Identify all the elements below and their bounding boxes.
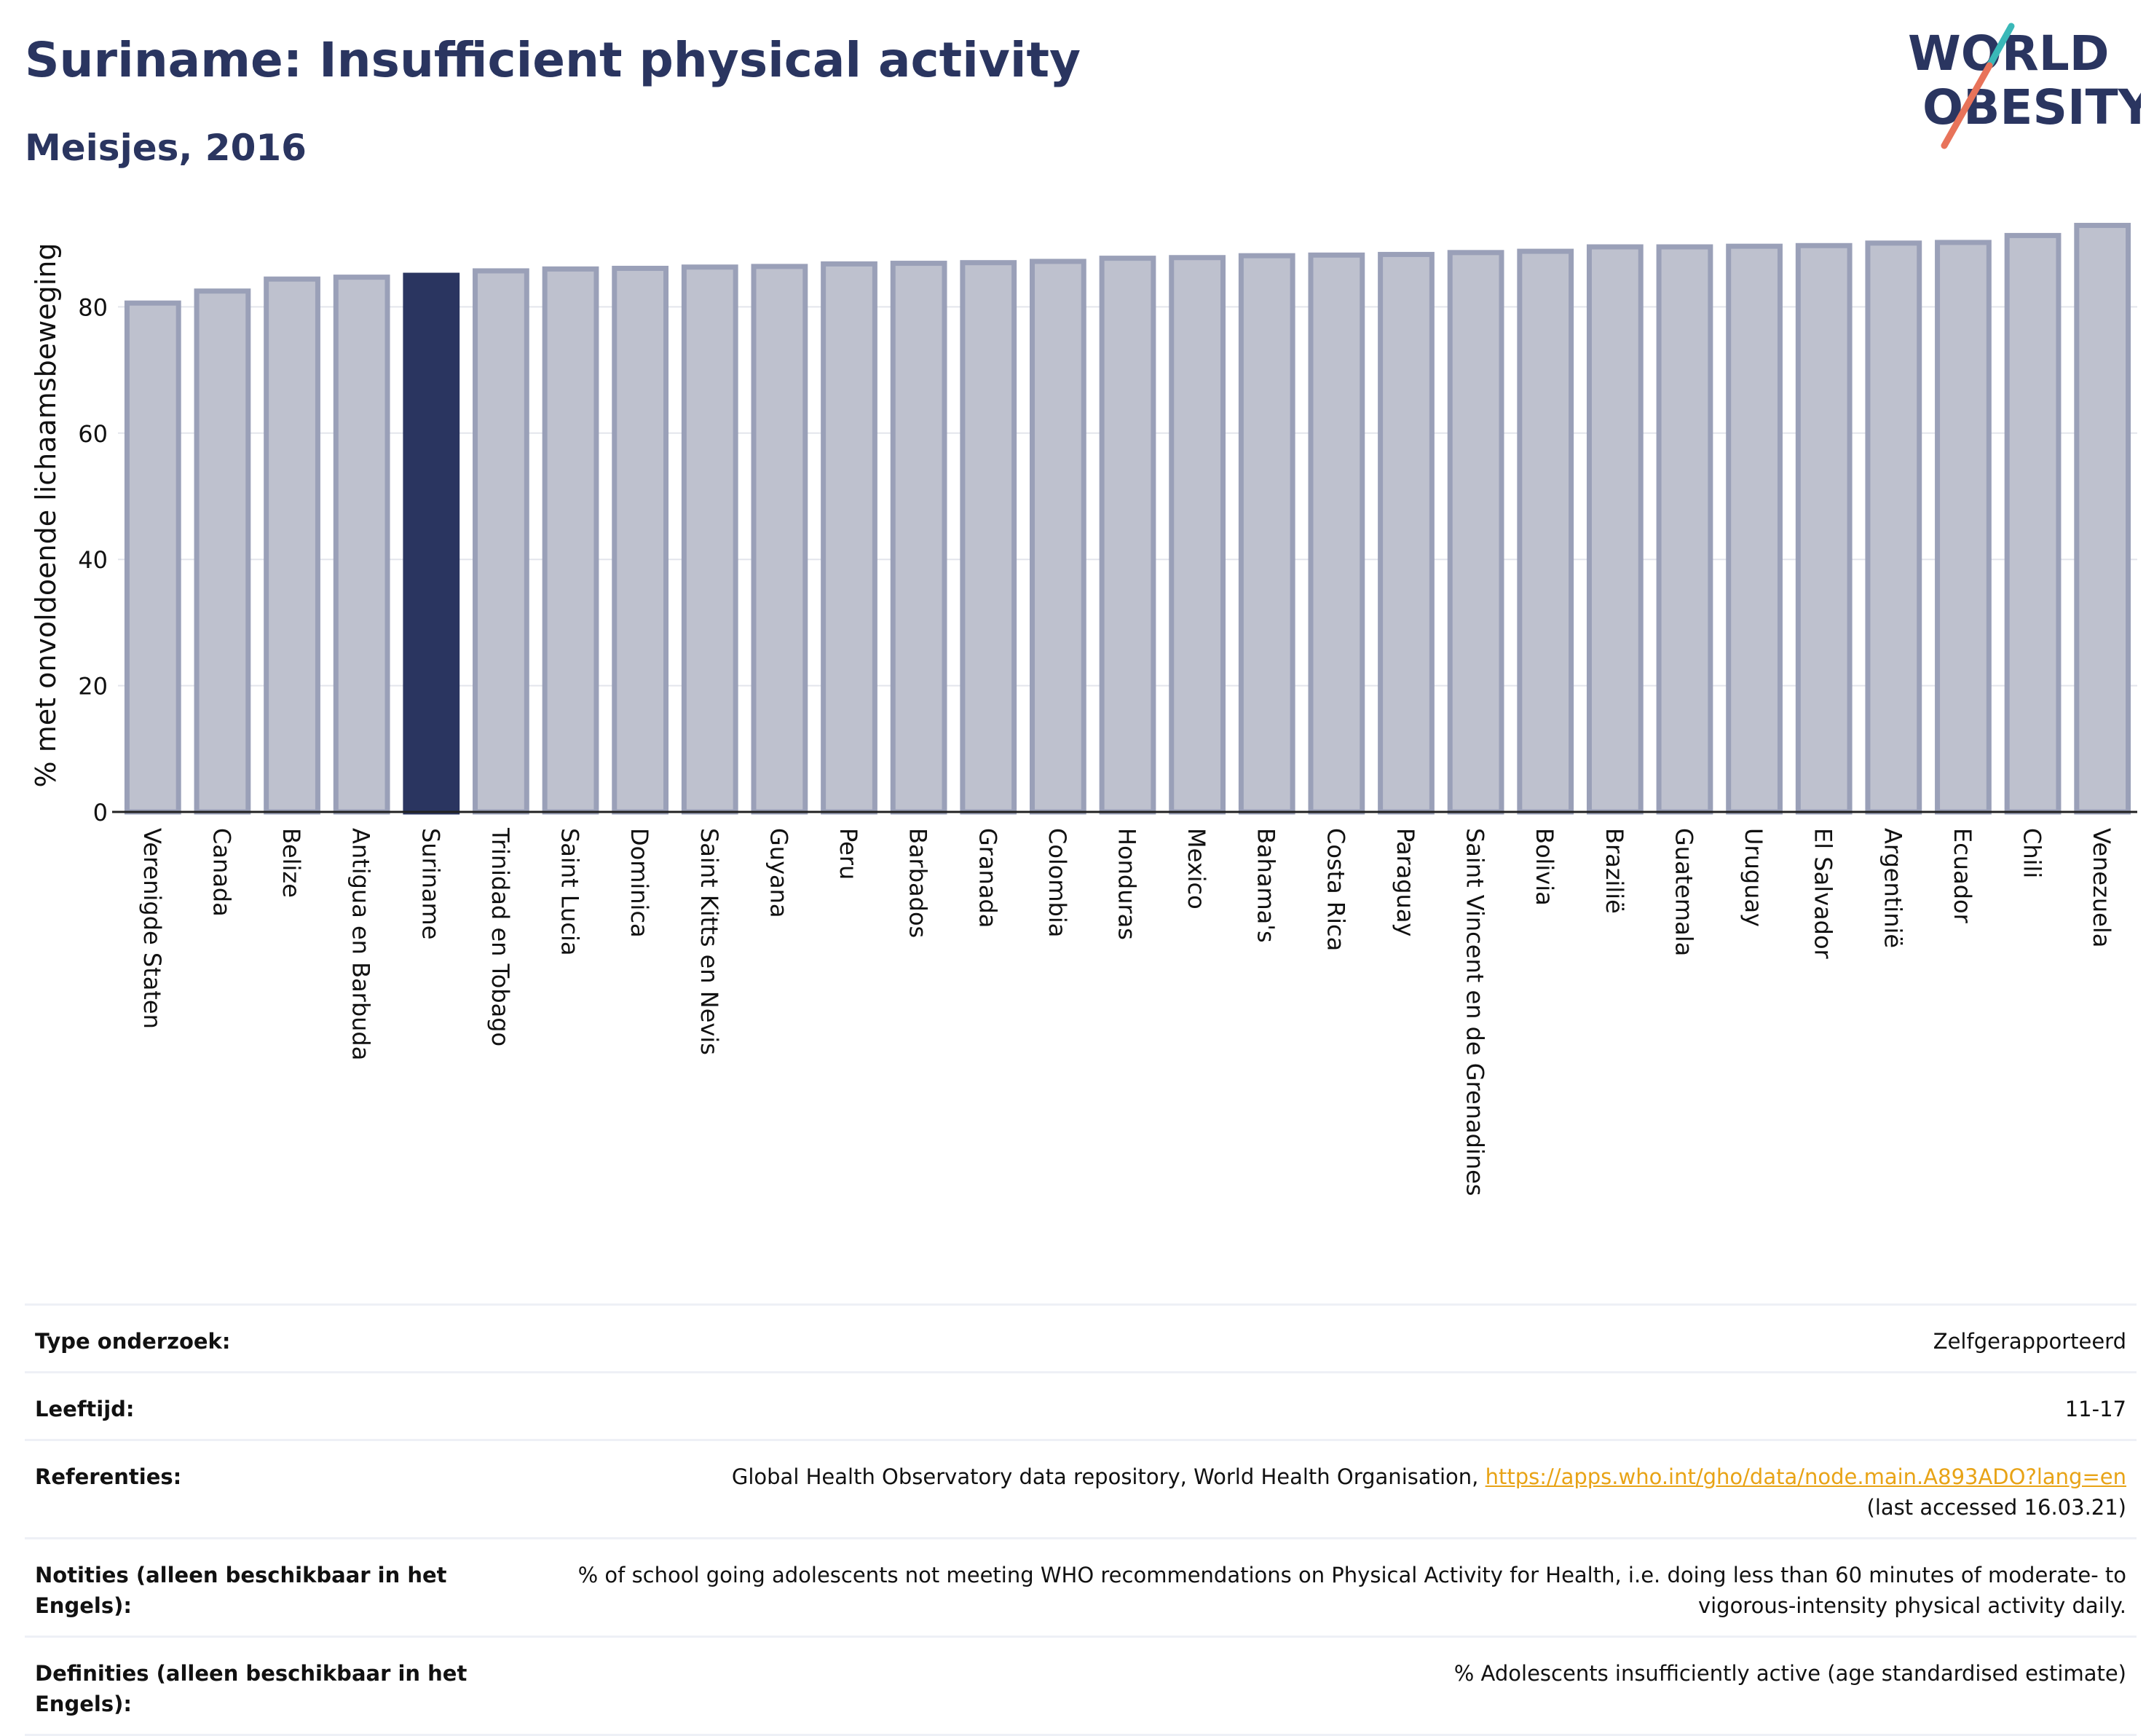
info-label: Leeftijd:: [35, 1397, 135, 1421]
bar-bolivia: [1517, 248, 1574, 815]
bar-brazili-: [1586, 244, 1644, 815]
info-value: % Adolescents insufficiently active (age…: [1453, 1661, 2126, 1686]
bar-el-salvador: [1795, 242, 1853, 815]
info-value: 11-17: [2064, 1397, 2126, 1421]
world-obesity-logo: WORLD OBESITY: [1908, 23, 2141, 149]
info-row-age: Leeftijd: 11-17: [25, 1371, 2137, 1439]
bar-belize: [264, 276, 320, 815]
chart-subtitle: Meisjes, 2016: [25, 127, 307, 169]
bar-dominica: [612, 265, 669, 815]
bar-guyana: [751, 264, 808, 815]
bar-venezuela: [2074, 223, 2131, 815]
info-row-survey-type: Type onderzoek: Zelfgerapporteerd: [25, 1303, 2137, 1371]
bar-ecuador: [1935, 240, 1992, 815]
x-tick-label: Ecuador: [1949, 828, 1976, 924]
bar-colombia: [1029, 259, 1086, 815]
bar-peru: [821, 261, 877, 815]
x-tick-label: Guyana: [765, 828, 792, 918]
bar-chart: 0 20 40 60 80 Verenigde Staten Canada Belize An…: [30, 223, 2137, 1196]
x-tick-label: Saint Vincent en de Grenadines: [1461, 828, 1489, 1196]
x-tick-label: Honduras: [1113, 828, 1141, 940]
bar-argentini-: [1865, 240, 1922, 815]
x-tick-label: Barbados: [904, 828, 932, 938]
logo-slash-teal: [1986, 23, 2015, 69]
chart-title: Suriname: Insufficient physical activity: [25, 32, 1081, 88]
x-tick-label: Colombia: [1044, 828, 1071, 937]
x-tick-label: Guatemala: [1670, 828, 1697, 956]
logo-slash-coral: [1941, 62, 1993, 149]
y-tick-label: 20: [78, 673, 108, 701]
bar-paraguay: [1378, 251, 1435, 815]
info-value: Global Health Observatory data repositor…: [508, 1461, 2126, 1523]
x-tick-label: Venezuela: [2088, 828, 2115, 947]
info-label: Definities (alleen beschikbaar in het En…: [35, 1661, 468, 1716]
y-tick-label: 40: [78, 546, 108, 574]
x-tick-label: Uruguay: [1740, 828, 1767, 927]
x-tick-label: Belize: [277, 828, 305, 898]
info-row-notes: Notities (alleen beschikbaar in het Enge…: [25, 1537, 2137, 1636]
bar-antigua-en-barbuda: [333, 275, 390, 815]
bar-barbados: [890, 261, 947, 815]
bar-saint-lucia: [542, 266, 599, 815]
x-tick-label: Chili: [2019, 828, 2046, 878]
bar-trinidad-en-tobago: [473, 268, 529, 815]
info-label: Notities (alleen beschikbaar in het Enge…: [35, 1563, 447, 1618]
x-tick-label: Bahama's: [1252, 828, 1280, 943]
bar-granada: [960, 260, 1017, 815]
x-tick-label: Dominica: [626, 828, 653, 938]
y-axis-title: % met onvoldoende lichaamsbeweging: [30, 243, 62, 788]
bar-bahama-s: [1238, 253, 1295, 815]
x-tick-label: Verenigde Staten: [138, 828, 166, 1029]
bar-guatemala: [1656, 244, 1713, 815]
info-label: Referenties:: [35, 1464, 182, 1489]
x-tick-label: Antigua en Barbuda: [347, 828, 375, 1060]
bar-suriname: [403, 272, 460, 815]
info-table: Type onderzoek: Zelfgerapporteerd Leefti…: [25, 1303, 2137, 1736]
info-value: Zelfgerapporteerd: [1933, 1329, 2126, 1354]
reference-note: (last accessed 16.03.21): [1866, 1495, 2126, 1520]
x-tick-label: Granada: [974, 828, 1001, 928]
bar-costa-rica: [1308, 252, 1365, 815]
bar-uruguay: [1726, 243, 1783, 815]
y-axis-ticks: 0 20 40 60 80: [78, 293, 108, 826]
x-tick-label: Peru: [835, 828, 862, 880]
x-tick-label: Mexico: [1183, 828, 1210, 910]
x-tick-label: Saint Lucia: [556, 828, 584, 955]
bar-canada: [194, 288, 251, 815]
bar-verenigde-staten: [124, 300, 181, 815]
bar-honduras: [1099, 256, 1156, 815]
reference-link[interactable]: https://apps.who.int/gho/data/node.main.…: [1485, 1464, 2126, 1489]
x-tick-label: Brazilië: [1601, 828, 1628, 914]
info-row-definitions: Definities (alleen beschikbaar in het En…: [25, 1636, 2137, 1736]
info-label: Type onderzoek:: [35, 1329, 231, 1354]
bar-saint-kitts-en-nevis: [681, 264, 738, 815]
y-tick-label: 0: [93, 799, 108, 826]
bar-mexico: [1169, 255, 1226, 815]
y-tick-label: 80: [78, 293, 108, 321]
x-tick-label: Canada: [208, 828, 235, 917]
x-tick-label: Saint Kitts en Nevis: [695, 828, 723, 1055]
y-tick-label: 60: [78, 420, 108, 448]
x-tick-label: Argentinië: [1879, 828, 1906, 948]
info-row-references: Referenties: Global Health Observatory d…: [25, 1439, 2137, 1537]
bar-saint-vincent-en-de-grenadines: [1447, 250, 1504, 815]
bar-chili: [2004, 232, 2062, 815]
info-value: % of school going adolescents not meetin…: [577, 1563, 2126, 1618]
x-tick-label: Costa Rica: [1322, 828, 1349, 951]
x-tick-label: Trinidad en Tobago: [486, 827, 514, 1046]
x-tick-label: Paraguay: [1392, 828, 1419, 936]
x-tick-label: Bolivia: [1531, 828, 1558, 906]
reference-text: Global Health Observatory data repositor…: [731, 1464, 1486, 1489]
bars: [124, 223, 2131, 815]
x-tick-label: Suriname: [417, 828, 444, 939]
x-tick-label: El Salvador: [1810, 828, 1837, 960]
x-axis-labels: Verenigde Staten Canada Belize Antigua en B…: [138, 827, 2115, 1196]
